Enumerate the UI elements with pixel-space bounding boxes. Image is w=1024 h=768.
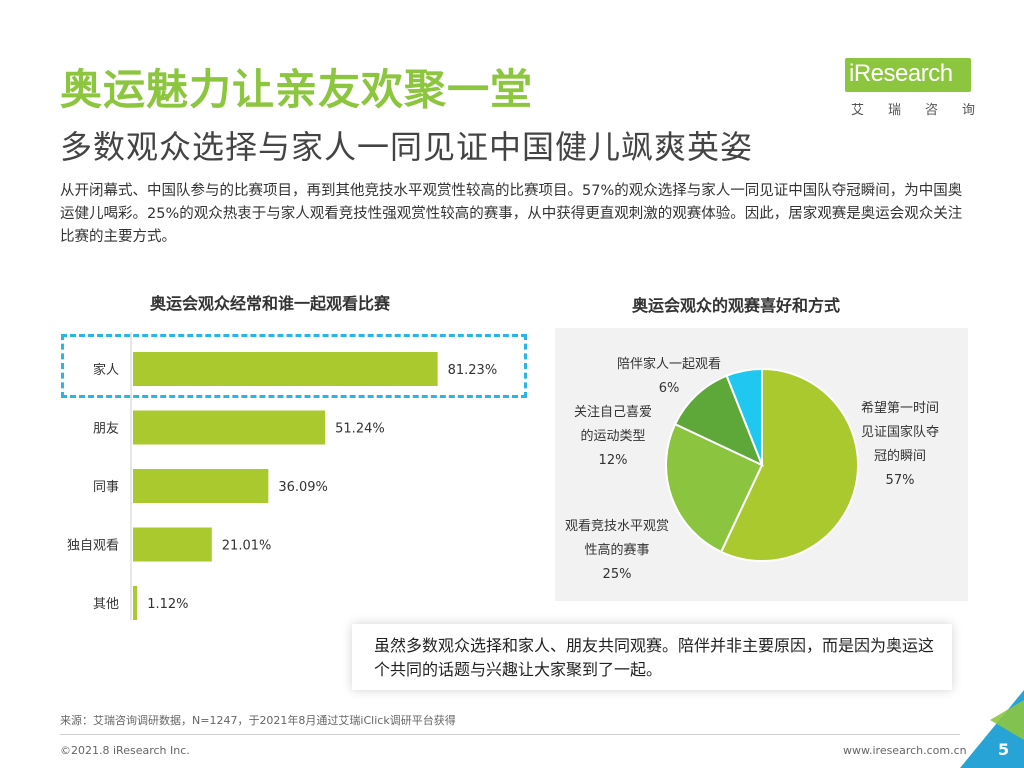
bar-4 [133, 586, 138, 620]
pie-slice-1 [665, 422, 764, 554]
pie-slice-0 [719, 367, 860, 562]
pie-value-label: 57% [886, 473, 915, 488]
highlight-box [61, 334, 527, 398]
copyright-text: ©2021.8 iResearch Inc. [60, 744, 190, 757]
bar-2 [133, 469, 269, 503]
callout-text: 虽然多数观众选择和家人、朋友共同观赛。陪伴并非主要原因，而是因为奥运这个共同的话… [374, 636, 935, 679]
pie-value-label: 6% [659, 381, 680, 396]
page-number: 5 [998, 740, 1010, 759]
bar-value-label: 36.09% [278, 480, 328, 495]
pie-slice-label: 冠的瞬间 [874, 448, 926, 464]
bar-value-label: 81.23% [448, 363, 498, 378]
logo-cn-text: 艾瑞咨询 [851, 103, 1000, 118]
bar-category-label: 家人 [93, 362, 119, 378]
bar-1 [133, 410, 326, 445]
corner-triangle-light [990, 700, 1024, 740]
bar-3 [133, 527, 212, 562]
iresearch-logo: iResearch 艾瑞咨询 [845, 58, 975, 118]
bar-0 [133, 352, 438, 386]
bar-category-label: 朋友 [93, 421, 119, 437]
pie-chart-panel: 希望第一时间 见证国家队夺 冠的瞬间 57% 观看竞技水平观赏 性高的赛事 25% 关注自己喜… [555, 328, 968, 601]
bar-chart: 家人 81.23% 朋友 51.24% 同事 36.09% 独自观看 21.01% 其他 1.12… [67, 332, 498, 620]
pie-slice-2 [673, 374, 764, 467]
logo-badge [845, 58, 971, 92]
pie-slice-label: 性高的赛事 [584, 542, 649, 558]
callout-box: 虽然多数观众选择和家人、朋友共同观赛。陪伴并非主要原因，而是因为奥运这个共同的话… [352, 624, 952, 690]
pie-value-label: 12% [599, 453, 628, 468]
bar-category-label: 其他 [93, 597, 119, 612]
pie-slice-label: 的运动类型 [580, 428, 645, 444]
pie-slice-label: 希望第一时间 [861, 400, 939, 416]
description-text: 从开闭幕式、中国队参与的比赛项目，再到其他竞技水平观赏性较高的比赛项目。57%的… [60, 183, 963, 245]
source-note: 来源：艾瑞咨询调研数据，N=1247，于2021年8月通过艾瑞iClick调研平… [60, 714, 456, 727]
pie-slice-3 [725, 367, 763, 466]
pie-slice-label: 见证国家队夺 [861, 424, 939, 440]
pie-slice-label: 关注自己喜爱 [574, 405, 652, 420]
logo-text: iResearch [849, 60, 953, 87]
pie-value-label: 25% [603, 567, 632, 582]
page-title: 奥运魅力让亲友欢聚一堂 [60, 65, 534, 114]
website-link[interactable]: www.iresearch.com.cn [843, 744, 967, 757]
bar-value-label: 51.24% [335, 422, 385, 437]
pie-slice-label: 观看竞技水平观赏 [565, 518, 669, 534]
footer-divider [60, 734, 960, 735]
bar-chart-title: 奥运会观众经常和谁一起观看比赛 [150, 294, 391, 313]
bar-value-label: 21.01% [222, 539, 272, 554]
bar-value-label: 1.12% [147, 597, 188, 612]
pie-chart-title: 奥运会观众的观赛喜好和方式 [632, 296, 841, 315]
pie-slice-label: 陪伴家人一起观看 [617, 356, 721, 372]
bar-category-label: 同事 [93, 480, 119, 495]
page-subtitle: 多数观众选择与家人一同见证中国健儿飒爽英姿 [60, 128, 754, 166]
bar-category-label: 独自观看 [67, 538, 119, 554]
